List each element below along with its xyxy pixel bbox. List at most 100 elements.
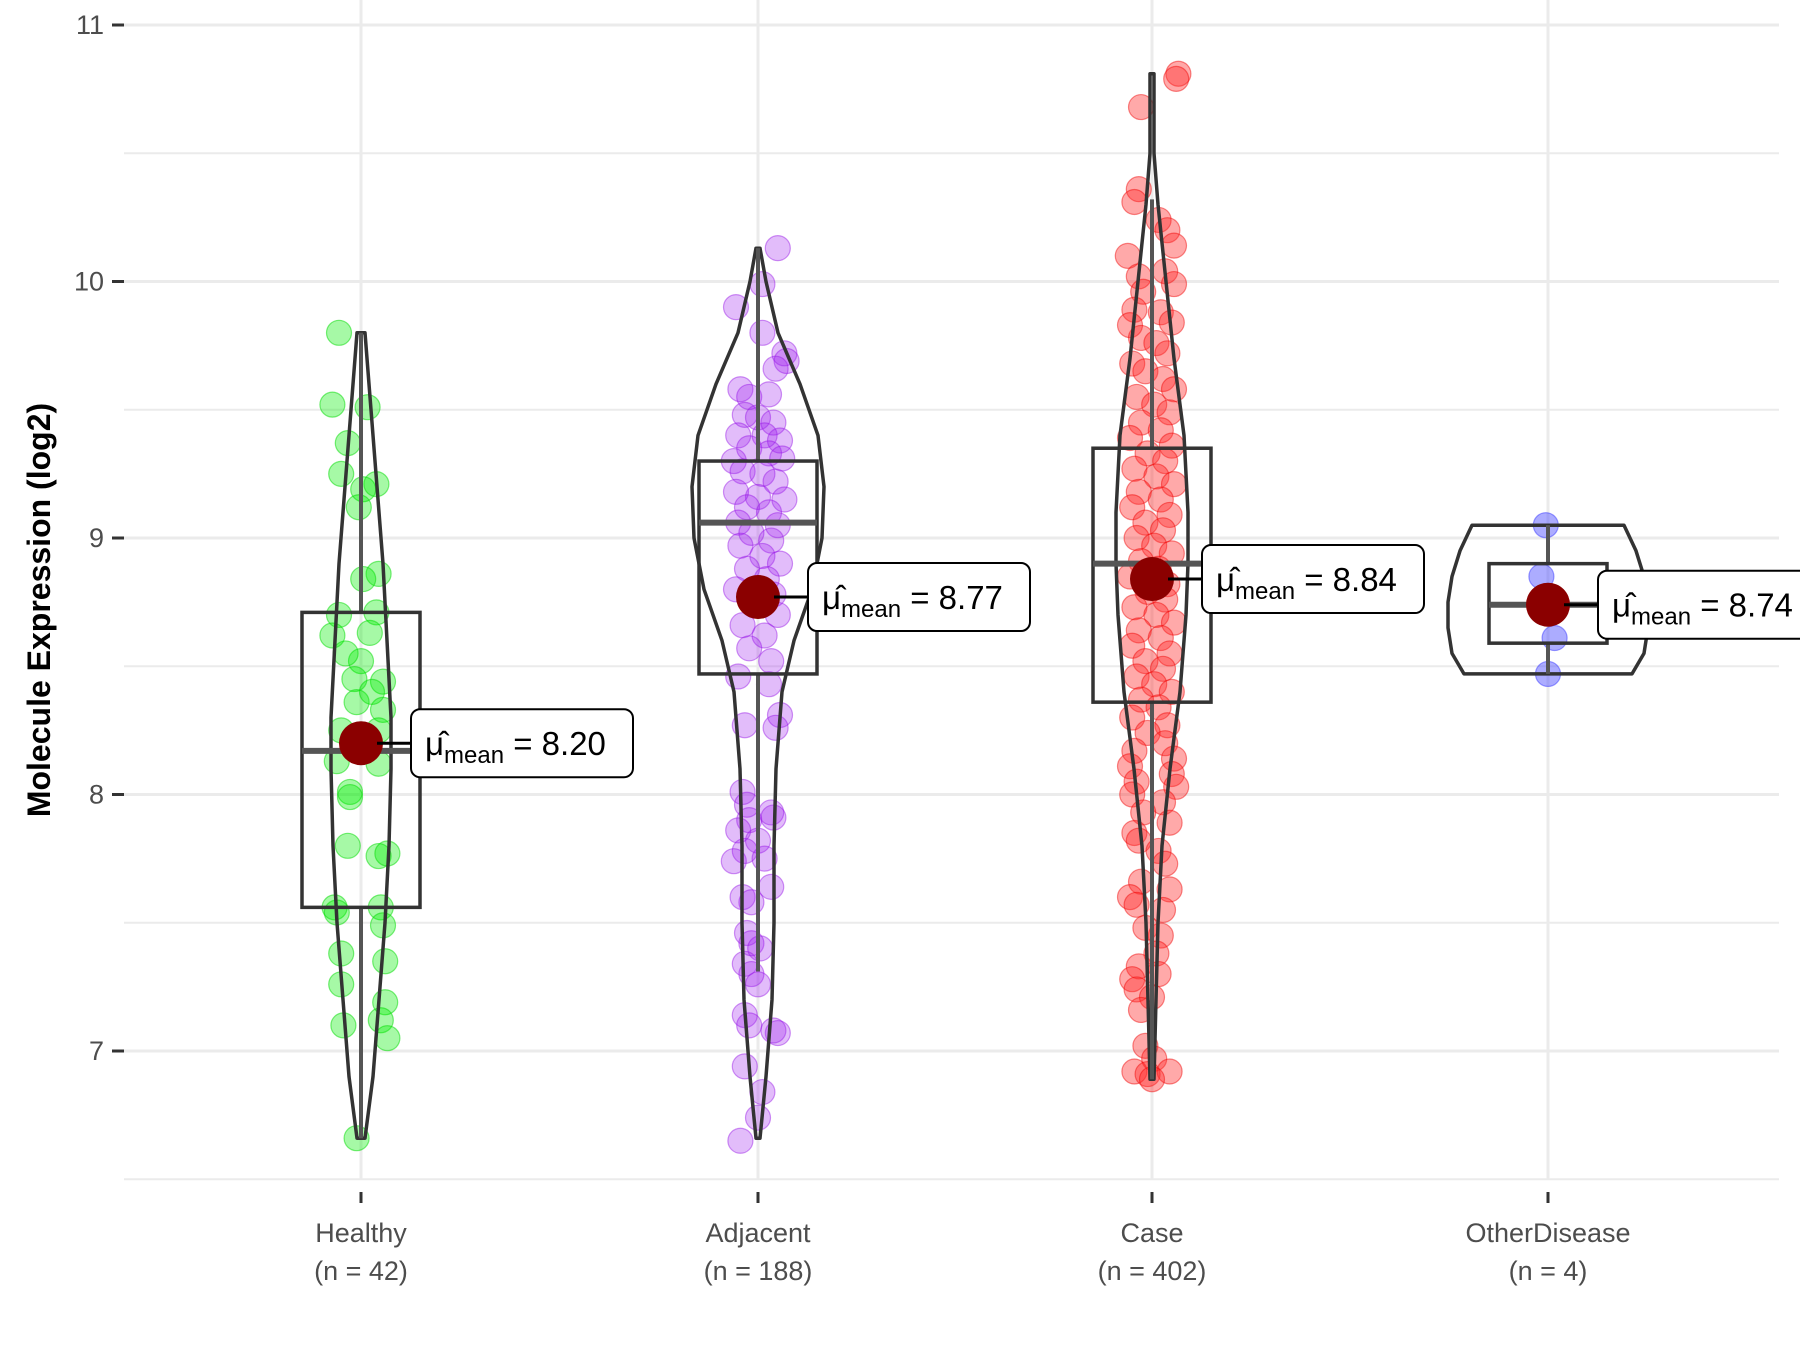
data-point [736,635,763,662]
data-point [347,648,375,675]
data-point [1116,753,1144,780]
data-point [1156,1058,1183,1085]
x-tick-count-label: (n = 42) [314,1256,408,1286]
data-point [354,394,381,421]
x-tick-label: Case [1120,1218,1183,1248]
data-point [345,494,372,521]
data-point [744,483,772,511]
data-point [336,783,364,811]
data-point [1147,624,1174,652]
data-point [1127,686,1155,713]
y-tick-label: 10 [74,267,104,297]
data-point [749,542,776,570]
group-otherdisease: μ̂mean = 8.74 [1446,512,1800,688]
mean-point [1130,557,1174,602]
mean-label-text: μ̂mean = 8.74 [1612,587,1793,631]
data-point [328,460,355,487]
data-point [766,550,794,577]
data-point [1116,424,1144,452]
data-point [758,648,785,675]
data-point [350,565,377,593]
data-point [358,678,386,706]
data-point [762,714,789,741]
data-point [341,665,368,693]
data-point [1141,391,1168,418]
data-point [1143,601,1170,629]
data-point [1132,648,1159,675]
data-point [365,842,392,870]
data-point [771,486,798,513]
data-point [725,817,752,844]
data-point [1156,876,1183,903]
data-point [749,319,776,346]
data-point [736,383,763,411]
data-point [725,422,752,449]
x-tick-label: OtherDisease [1465,1218,1630,1248]
data-point [325,319,353,346]
violin [329,331,393,1140]
data-point [367,1007,394,1034]
group-adjacent: μ̂mean = 8.77 [690,235,1031,1154]
y-axis: 7 8 9 10 11 [74,10,124,1066]
y-axis-title: Molecule Expression (log2) [21,403,57,817]
data-point [1121,455,1148,482]
data-point [727,376,754,403]
data-point [729,458,756,485]
mean-label: μ̂mean = 8.77 [807,561,1031,632]
mean-point [1526,582,1570,627]
data-point [332,640,359,667]
data-point [1149,517,1177,544]
data-point [758,527,785,554]
data-point [1165,60,1192,87]
mean-point [736,574,780,619]
mean-label-box [1597,569,1800,640]
data-point [1121,1058,1148,1085]
data-point [762,355,789,382]
data-point [334,832,361,859]
data-point [319,622,346,649]
y-tick-label: 7 [89,1036,104,1066]
x-tick-label: Healthy [315,1218,407,1248]
y-tick-label: 9 [89,523,104,553]
data-point [356,619,383,647]
data-point [1147,486,1174,513]
data-point [1160,232,1188,259]
data-point [343,689,370,716]
data-point [762,468,789,495]
data-point [760,409,787,436]
data-point [731,1053,758,1080]
x-axis: Healthy (n = 42) Adjacent (n = 188) Case (n =… [314,1192,1631,1286]
data-point [749,270,776,298]
data-point [744,1104,772,1131]
data-point [1141,671,1168,698]
x-tick-count-label: (n = 188) [704,1256,813,1286]
group-case: μ̂mean = 8.84 [1091,60,1425,1093]
mean-label: μ̂mean = 8.74 [1597,569,1800,640]
data-point [1143,463,1170,490]
data-point [769,445,796,472]
data-point [374,1025,401,1052]
data-point [1541,624,1568,652]
data-point [736,1012,763,1039]
data-point [720,848,747,875]
groups: μ̂mean = 8.20 μ̂mean = 8.77 μ̂mean = 8.84 μ… [300,60,1800,1154]
data-point [1149,655,1177,682]
mean-label: μ̂mean = 8.20 [410,708,634,779]
data-point [1152,850,1179,877]
data-point [729,612,756,639]
y-tick-label: 11 [76,10,104,40]
data-point [1121,188,1148,216]
data-point [1119,966,1146,993]
data-point [1116,883,1144,911]
violin [1114,71,1190,1081]
data-point [1132,509,1159,536]
data-point [1156,809,1183,836]
data-point [372,948,399,975]
x-tick-count-label: (n = 402) [1098,1256,1207,1286]
data-point [1119,494,1146,521]
mean-label-box [807,561,1031,632]
data-point [751,622,778,649]
data-point [1123,891,1150,918]
mean-label-box [1201,544,1425,615]
